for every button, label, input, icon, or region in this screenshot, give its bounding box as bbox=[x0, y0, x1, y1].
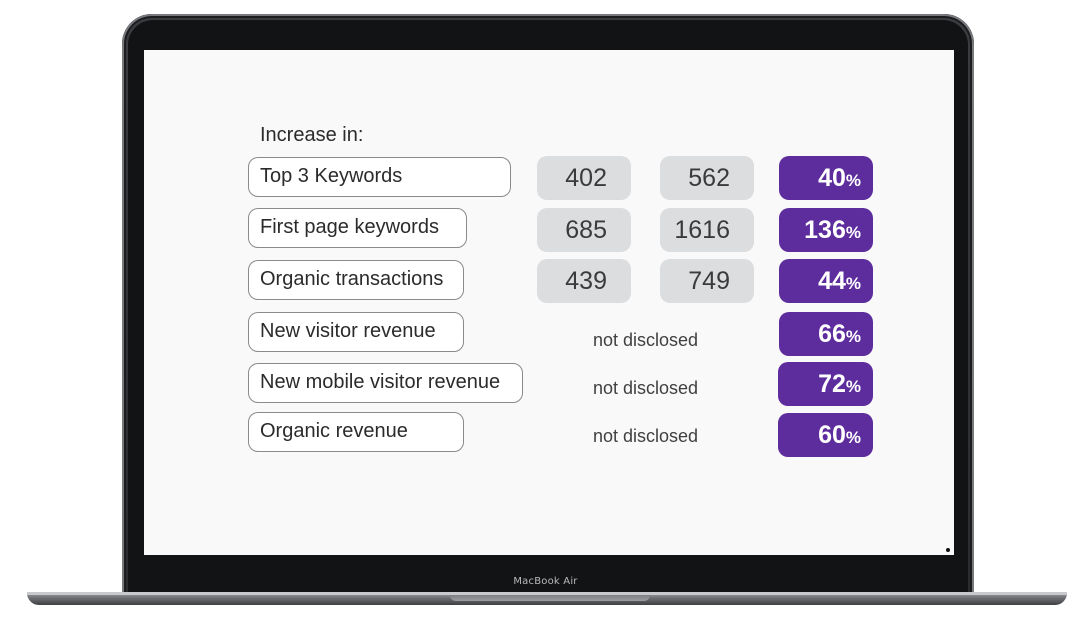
metric-percent-badge: 136% bbox=[779, 208, 873, 252]
screen-dot bbox=[946, 548, 950, 552]
metric-percent-badge: 66% bbox=[779, 312, 873, 356]
metric-before-value: 402 bbox=[537, 156, 631, 200]
laptop-notch bbox=[450, 595, 650, 601]
percent-value: 40 bbox=[818, 164, 846, 192]
metric-label-top-3-keywords: Top 3 Keywords bbox=[248, 157, 511, 197]
metric-percent-badge: 60% bbox=[778, 413, 873, 457]
metric-label-new-visitor-revenue: New visitor revenue bbox=[248, 312, 464, 352]
percent-value: 44 bbox=[818, 267, 846, 295]
percent-unit: % bbox=[845, 274, 861, 293]
percent-value: 60 bbox=[818, 421, 846, 449]
metric-percent-badge: 72% bbox=[778, 362, 873, 406]
brand-label: MacBook Air bbox=[513, 576, 578, 587]
not-disclosed-note: not disclosed bbox=[593, 378, 699, 398]
metric-label-organic-revenue: Organic revenue bbox=[248, 412, 464, 452]
percent-value: 72 bbox=[818, 370, 846, 398]
metric-after-value: 749 bbox=[660, 259, 754, 303]
metric-label-first-page-keywords: First page keywords bbox=[248, 208, 467, 248]
percent-unit: % bbox=[845, 428, 861, 447]
metric-label-organic-transactions: Organic transactions bbox=[248, 260, 464, 300]
percent-unit: % bbox=[845, 327, 861, 346]
percent-value: 66 bbox=[818, 320, 846, 348]
percent-unit: % bbox=[845, 377, 861, 396]
metric-after-value: 1616 bbox=[660, 208, 754, 252]
laptop-base-edge bbox=[27, 592, 1067, 595]
not-disclosed-note: not disclosed bbox=[593, 330, 699, 350]
percent-unit: % bbox=[845, 171, 861, 190]
metric-label-new-mobile-visitor-revenue: New mobile visitor revenue bbox=[248, 363, 523, 403]
metric-percent-badge: 44% bbox=[779, 259, 873, 303]
increase-heading: Increase in: bbox=[260, 124, 364, 146]
metric-after-value: 562 bbox=[660, 156, 754, 200]
metric-before-value: 685 bbox=[537, 208, 631, 252]
percent-value: 136 bbox=[804, 216, 846, 244]
not-disclosed-note: not disclosed bbox=[593, 426, 699, 446]
percent-unit: % bbox=[845, 223, 861, 242]
metric-percent-badge: 40% bbox=[779, 156, 873, 200]
metric-before-value: 439 bbox=[537, 259, 631, 303]
